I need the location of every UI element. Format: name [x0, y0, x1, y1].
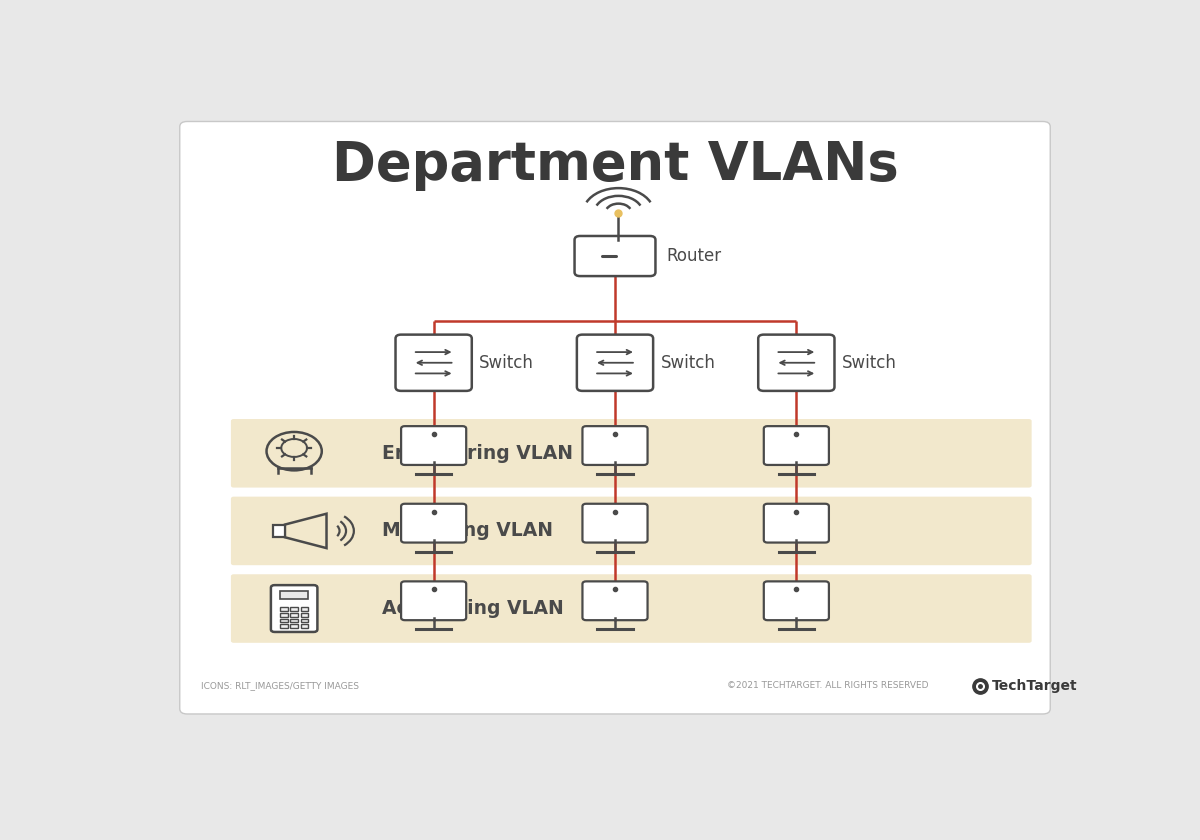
FancyBboxPatch shape — [300, 619, 308, 622]
Text: Department VLANs: Department VLANs — [331, 139, 899, 192]
FancyBboxPatch shape — [582, 581, 648, 620]
FancyBboxPatch shape — [758, 334, 834, 391]
FancyBboxPatch shape — [763, 581, 829, 620]
FancyBboxPatch shape — [401, 426, 467, 465]
FancyBboxPatch shape — [582, 504, 648, 543]
FancyBboxPatch shape — [300, 613, 308, 617]
FancyBboxPatch shape — [300, 607, 308, 612]
Text: Switch: Switch — [479, 354, 534, 372]
Text: Switch: Switch — [660, 354, 715, 372]
FancyBboxPatch shape — [281, 624, 288, 628]
Text: Engineering VLAN: Engineering VLAN — [383, 444, 574, 463]
FancyBboxPatch shape — [230, 575, 1032, 643]
FancyBboxPatch shape — [300, 624, 308, 628]
Text: ©2021 TECHTARGET. ALL RIGHTS RESERVED: ©2021 TECHTARGET. ALL RIGHTS RESERVED — [727, 681, 928, 690]
FancyBboxPatch shape — [230, 419, 1032, 487]
FancyBboxPatch shape — [290, 619, 298, 622]
Text: Marketing VLAN: Marketing VLAN — [383, 522, 553, 540]
FancyBboxPatch shape — [290, 607, 298, 612]
FancyBboxPatch shape — [396, 334, 472, 391]
FancyBboxPatch shape — [401, 504, 467, 543]
Text: ICONS: RLT_IMAGES/GETTY IMAGES: ICONS: RLT_IMAGES/GETTY IMAGES — [202, 681, 359, 690]
FancyBboxPatch shape — [763, 504, 829, 543]
Text: Accounting VLAN: Accounting VLAN — [383, 599, 564, 618]
FancyBboxPatch shape — [577, 334, 653, 391]
FancyBboxPatch shape — [271, 585, 317, 632]
FancyBboxPatch shape — [281, 619, 288, 622]
FancyBboxPatch shape — [290, 624, 298, 628]
FancyBboxPatch shape — [281, 607, 288, 612]
Text: Switch: Switch — [842, 354, 896, 372]
FancyBboxPatch shape — [230, 496, 1032, 565]
FancyBboxPatch shape — [582, 426, 648, 465]
FancyBboxPatch shape — [763, 426, 829, 465]
FancyBboxPatch shape — [280, 591, 308, 600]
FancyBboxPatch shape — [290, 613, 298, 617]
FancyBboxPatch shape — [274, 525, 284, 537]
FancyBboxPatch shape — [281, 613, 288, 617]
FancyBboxPatch shape — [575, 236, 655, 276]
FancyBboxPatch shape — [401, 581, 467, 620]
Text: TechTarget: TechTarget — [991, 679, 1078, 692]
Text: Router: Router — [667, 247, 721, 265]
FancyBboxPatch shape — [180, 122, 1050, 714]
